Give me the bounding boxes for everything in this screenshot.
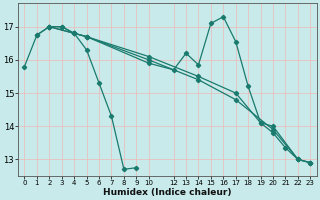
X-axis label: Humidex (Indice chaleur): Humidex (Indice chaleur) bbox=[103, 188, 232, 197]
